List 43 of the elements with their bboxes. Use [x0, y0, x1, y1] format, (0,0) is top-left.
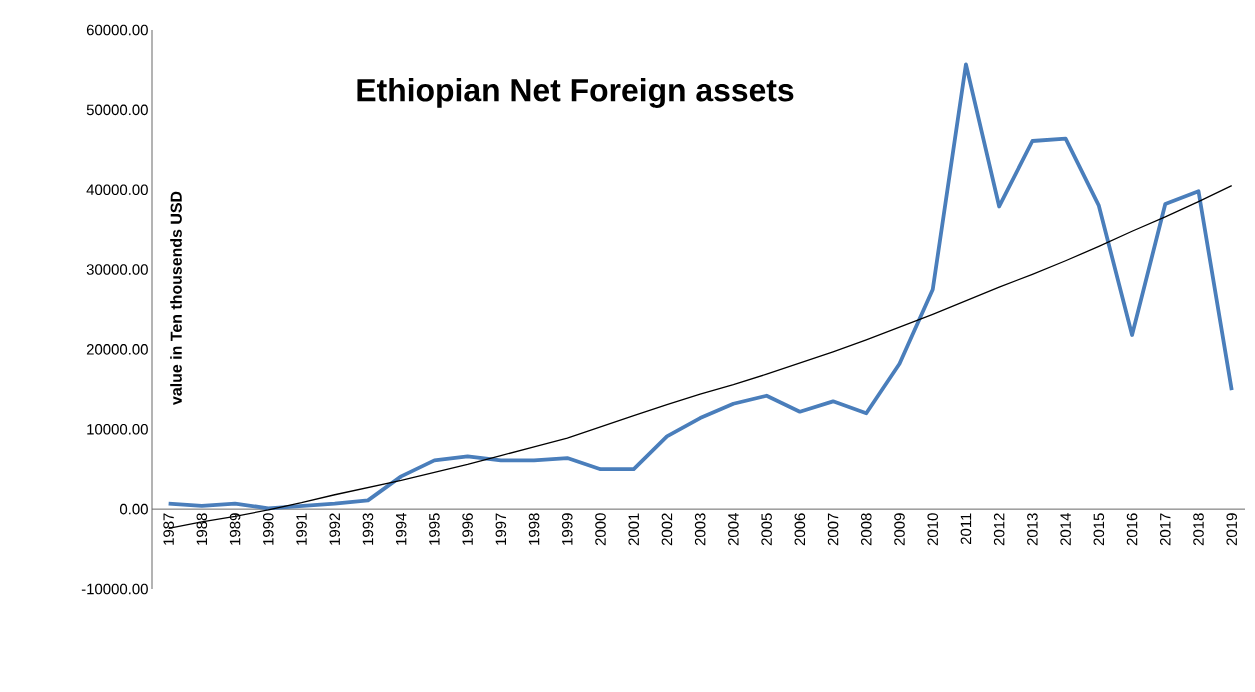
y-tick-label: 20000.00 [86, 344, 148, 355]
x-tick-label: 2009 [894, 513, 905, 546]
x-tick-label: 2014 [1060, 513, 1071, 546]
x-tick-label: 2000 [595, 513, 606, 546]
x-tick-label: 2008 [860, 513, 872, 546]
text: Ethiopian Net Foreign assets [357, 78, 794, 108]
y-tick-label: 40000.00 [86, 184, 148, 195]
y-tick-label: 60000.00 [86, 24, 148, 36]
x-tick-label: 2019 [1226, 513, 1238, 546]
x-tick-label: 1987 [163, 513, 174, 545]
y-tick-label: -10000.00 [81, 583, 148, 595]
x-tick-label: 2001 [628, 513, 640, 546]
x-tick-label: 1996 [462, 513, 473, 545]
x-tick-label: 2010 [927, 513, 939, 546]
x-tick-label: 1992 [329, 513, 341, 545]
x-tick-label: 2012 [993, 513, 1005, 546]
x-tick-label: 2007 [827, 513, 839, 546]
x-tick-label: 1998 [528, 513, 540, 545]
x-tick-label: 2005 [761, 513, 772, 546]
x-tick-label: 2017 [1159, 513, 1171, 546]
x-tick-label: 1995 [429, 513, 440, 545]
y-tick-label: 0.00 [119, 503, 148, 515]
x-tick-label: 2013 [1027, 513, 1038, 546]
x-tick-label: 1990 [262, 513, 274, 545]
x-tick-label: 1997 [495, 513, 507, 545]
x-tick-label: 2006 [794, 513, 806, 546]
x-tick-label: 1988 [196, 513, 208, 545]
x-tick-label: 2011 [960, 513, 972, 545]
y-tick-label: 10000.00 [87, 423, 148, 435]
x-tick-label: 1989 [229, 513, 241, 545]
x-tick-label: 2015 [1093, 513, 1105, 546]
x-tick-label: 2002 [661, 513, 673, 546]
x-tick-label: 1999 [561, 513, 573, 545]
x-tick-label: 1991 [296, 513, 307, 545]
x-tick-label: 2016 [1126, 513, 1138, 546]
y-tick-label: 50000.00 [86, 104, 148, 116]
x-tick-label: 2018 [1193, 513, 1204, 546]
y-tick-label: 30000.00 [86, 264, 148, 275]
y-axis-title: value in Ten thousends USD [170, 191, 182, 405]
x-tick-label: 2003 [694, 513, 706, 546]
x-tick-label: 2004 [728, 513, 739, 546]
x-tick-label: 1994 [395, 513, 407, 545]
x-tick-label: 1993 [362, 513, 374, 545]
